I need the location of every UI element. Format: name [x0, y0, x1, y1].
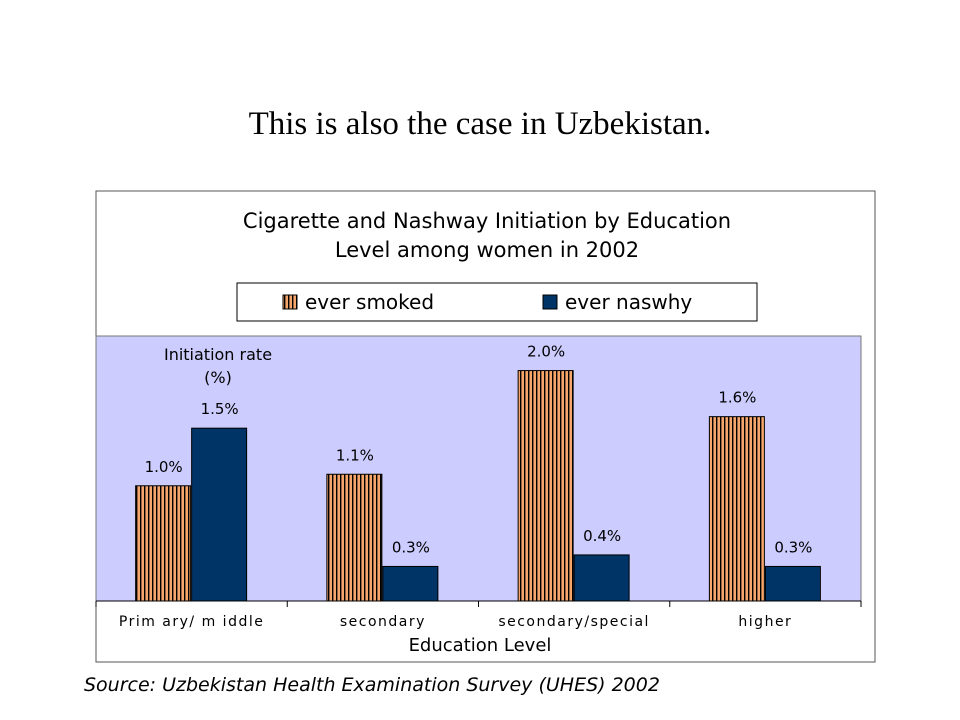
y-axis-label-line-1: Initiation rate	[164, 345, 272, 364]
legend-label-ever-smoked: ever smoked	[305, 290, 434, 314]
data-label-ever-smoked-higher: 1.6%	[718, 389, 756, 407]
bar-ever-smoked-higher	[708, 416, 765, 602]
bars-layer: 1.0% 1.5% 1.1% 0.3% 2.0% 0.4% 1.6% 0.3%	[135, 343, 821, 602]
data-label-ever-smoked-secondary-special: 2.0%	[527, 343, 565, 361]
data-label-ever-naswhy-higher: 0.3%	[774, 538, 812, 556]
legend-swatch-ever-naswhy	[542, 294, 558, 310]
chart-title-line-1: Cigarette and Nashway Initiation by Educ…	[243, 209, 731, 233]
bar-ever-naswhy-prim-ary-m-iddle	[191, 427, 248, 602]
legend-swatch-ever-smoked	[282, 294, 298, 310]
data-label-ever-smoked-prim-ary-m-iddle: 1.0%	[145, 458, 183, 476]
legend-box	[236, 282, 758, 322]
x-axis-label: Education Level	[409, 635, 552, 656]
bar-ever-smoked-prim-ary-m-iddle	[135, 485, 192, 602]
x-tick-label-prim-ary-m-iddle: Prim ary/ m iddle	[119, 614, 264, 630]
chart-title-line-2: Level among women in 2002	[335, 238, 639, 262]
y-axis-label-line-2: (%)	[204, 368, 232, 387]
slide-title: This is also the case in Uzbekistan.	[248, 106, 712, 142]
data-label-ever-naswhy-prim-ary-m-iddle: 1.5%	[201, 400, 239, 418]
source-note: Source: Uzbekistan Health Examination Su…	[84, 674, 660, 696]
legend: ever smoked ever naswhy	[236, 282, 758, 322]
x-tick-label-higher: higher	[738, 614, 792, 630]
x-axis-ticks: Prim ary/ m iddle secondary secondary/spec…	[95, 601, 862, 630]
bar-ever-naswhy-higher	[764, 565, 821, 602]
bar-ever-naswhy-secondary	[382, 565, 439, 602]
bar-ever-naswhy-secondary-special	[573, 554, 630, 602]
data-label-ever-naswhy-secondary-special: 0.4%	[583, 527, 621, 545]
x-tick-label-secondary-special: secondary/special	[498, 614, 650, 630]
data-label-ever-smoked-secondary: 1.1%	[336, 446, 374, 464]
x-tick-label-secondary: secondary	[340, 614, 426, 630]
data-label-ever-naswhy-secondary: 0.3%	[392, 538, 430, 556]
bar-ever-smoked-secondary-special	[517, 370, 574, 602]
legend-label-ever-naswhy: ever naswhy	[565, 290, 692, 314]
bar-ever-smoked-secondary	[326, 473, 383, 602]
